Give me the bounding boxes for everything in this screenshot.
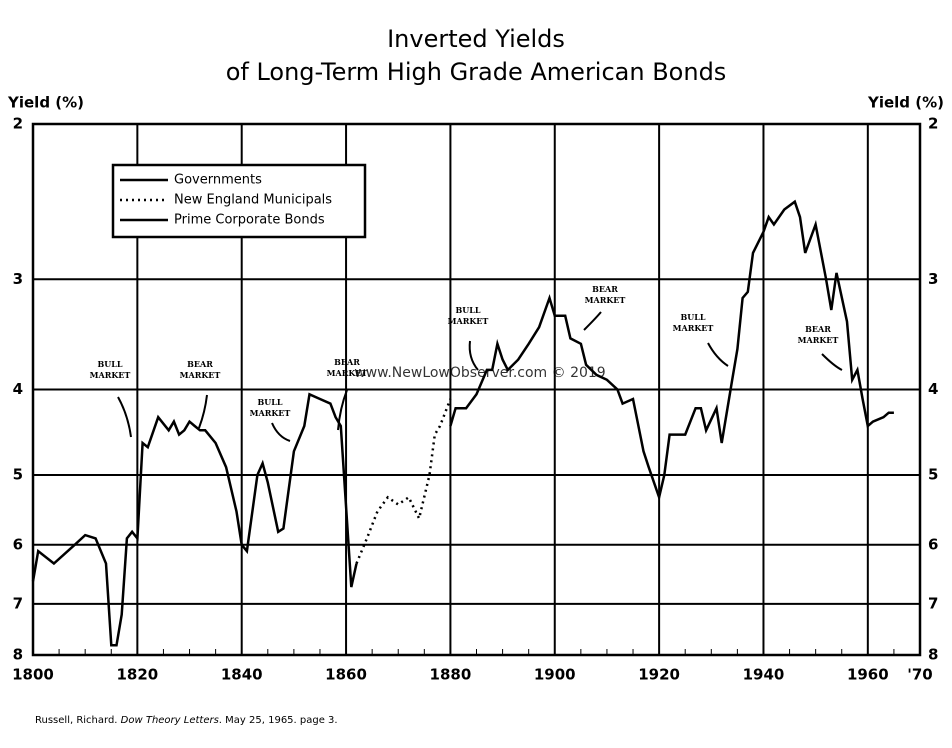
annotation-arrow <box>271 422 291 442</box>
annotation: MARKET <box>180 370 221 380</box>
annotation: BEAR <box>187 359 213 369</box>
y2-tick-label: 7 <box>928 594 938 612</box>
annotation: BULL <box>258 397 283 407</box>
series-line <box>449 199 894 502</box>
annotation-arrow <box>707 342 729 367</box>
y-axis-label: Yield (%) <box>7 94 84 112</box>
annotation: MARKET <box>798 335 839 345</box>
annotation: BULL <box>456 305 481 315</box>
annotation: MARKET <box>673 323 714 333</box>
x-tick-label: 1960 <box>847 666 889 684</box>
y-tick-label: 4 <box>13 380 23 398</box>
x-tick-label: 1860 <box>325 666 367 684</box>
chart-title: of Long-Term High Grade American Bonds <box>226 58 727 86</box>
annotation-arrow <box>583 311 602 331</box>
legend-label: New England Municipals <box>174 193 332 208</box>
source-caption: Russell, Richard. Dow Theory Letters. Ma… <box>35 715 338 726</box>
annotation: BEAR <box>592 284 618 294</box>
x-tick-label: '70 <box>907 666 932 684</box>
x-tick-label: 1880 <box>430 666 472 684</box>
y-tick-label: 3 <box>13 270 23 288</box>
y2-tick-label: 4 <box>928 380 938 398</box>
y2-tick-label: 6 <box>928 535 938 553</box>
legend-box <box>111 163 367 239</box>
source-date: . May 25, 1965. page 3. <box>219 715 338 726</box>
annotation-arrow <box>468 340 479 371</box>
x-tick-label: 1940 <box>743 666 785 684</box>
x-tick-label: 1820 <box>116 666 158 684</box>
x-tick-label: 1900 <box>534 666 576 684</box>
y-tick-label: 7 <box>13 594 23 612</box>
y2-tick-label: 2 <box>928 115 938 133</box>
legend-label: Prime Corporate Bonds <box>174 213 325 228</box>
chart-title: Inverted Yields <box>387 25 565 53</box>
annotation-arrow <box>337 389 348 431</box>
x-tick-label: 1800 <box>12 666 54 684</box>
annotation-arrow <box>198 394 208 429</box>
y2-tick-label: 3 <box>928 270 938 288</box>
annotation: MARKET <box>327 368 368 378</box>
annotation: BULL <box>681 312 706 322</box>
x-tick-label: 1920 <box>638 666 680 684</box>
watermark: www.NewLowObserver.com © 2019 <box>354 365 605 381</box>
y2-axis-label: Yield (%) <box>867 94 944 112</box>
source-author: Russell, Richard. <box>35 715 121 726</box>
annotation-arrow <box>821 353 843 371</box>
annotation: BULL <box>98 359 123 369</box>
annotation: BEAR <box>334 357 360 367</box>
legend-label: Governments <box>174 173 262 188</box>
y-tick-label: 2 <box>13 115 23 133</box>
source-journal: Dow Theory Letters <box>121 715 219 726</box>
annotation: MARKET <box>90 370 131 380</box>
x-tick-label: 1840 <box>221 666 263 684</box>
y-tick-label: 5 <box>13 465 23 483</box>
series-line <box>31 392 358 647</box>
y-tick-label: 8 <box>13 646 23 664</box>
annotation: MARKET <box>585 295 626 305</box>
annotation: BEAR <box>805 324 831 334</box>
annotation-arrow <box>117 396 132 438</box>
annotation: MARKET <box>250 408 291 418</box>
legend: Governments New England Municipals Prime C… <box>111 163 367 239</box>
annotation: MARKET <box>448 316 489 326</box>
y-tick-label: 6 <box>13 535 23 553</box>
y2-tick-label: 5 <box>928 465 938 483</box>
y2-tick-label: 8 <box>928 646 938 664</box>
series-line <box>355 398 452 564</box>
